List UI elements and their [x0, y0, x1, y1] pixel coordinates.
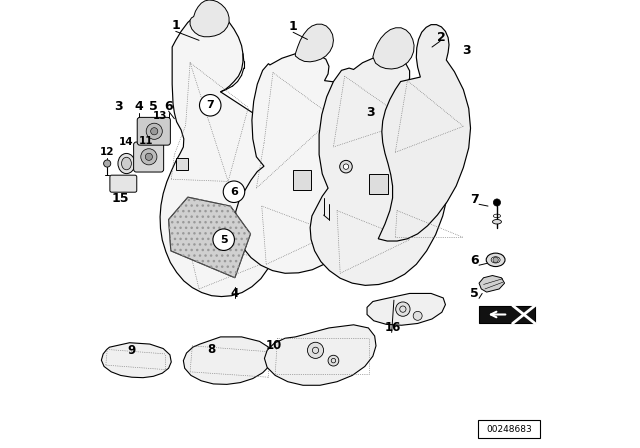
Circle shape	[145, 153, 152, 160]
Text: 16: 16	[384, 321, 401, 335]
Text: 9: 9	[127, 344, 136, 357]
Ellipse shape	[491, 257, 500, 263]
Text: 15: 15	[112, 191, 129, 205]
Circle shape	[104, 160, 111, 167]
Text: 1: 1	[172, 19, 180, 33]
Circle shape	[396, 302, 410, 316]
Polygon shape	[367, 293, 445, 325]
Polygon shape	[479, 306, 535, 323]
Circle shape	[307, 342, 324, 358]
Polygon shape	[378, 25, 470, 241]
Circle shape	[413, 311, 422, 320]
Circle shape	[493, 257, 499, 263]
Text: 3: 3	[461, 43, 470, 57]
Text: 3: 3	[366, 106, 374, 120]
Circle shape	[343, 164, 349, 169]
FancyBboxPatch shape	[134, 142, 164, 172]
Polygon shape	[264, 325, 376, 385]
Polygon shape	[101, 343, 172, 378]
Text: 00248683: 00248683	[486, 425, 532, 434]
Polygon shape	[168, 197, 250, 278]
Polygon shape	[310, 56, 450, 285]
Text: 4: 4	[231, 287, 239, 300]
Text: 13: 13	[152, 112, 167, 121]
Ellipse shape	[486, 253, 505, 267]
Polygon shape	[296, 24, 333, 62]
Text: 8: 8	[207, 343, 216, 356]
Polygon shape	[236, 53, 373, 273]
FancyBboxPatch shape	[110, 175, 137, 192]
Polygon shape	[479, 276, 504, 292]
Polygon shape	[190, 0, 229, 37]
Polygon shape	[293, 170, 311, 190]
Circle shape	[200, 95, 221, 116]
Circle shape	[141, 149, 157, 165]
Text: 12: 12	[100, 147, 115, 157]
Circle shape	[223, 181, 244, 202]
Text: 5: 5	[470, 287, 479, 301]
Text: 2: 2	[436, 31, 445, 44]
Text: 10: 10	[266, 339, 282, 353]
Circle shape	[150, 128, 158, 135]
Text: 11: 11	[139, 136, 154, 146]
Circle shape	[493, 199, 500, 206]
Polygon shape	[373, 28, 414, 69]
Ellipse shape	[122, 157, 131, 170]
Text: 7: 7	[206, 100, 214, 110]
Polygon shape	[369, 174, 388, 194]
Text: 6: 6	[164, 100, 173, 113]
Polygon shape	[176, 158, 188, 170]
Text: 5: 5	[149, 100, 157, 113]
Text: 7: 7	[470, 193, 479, 206]
Polygon shape	[183, 337, 273, 384]
Text: 1: 1	[289, 20, 298, 34]
Text: 6: 6	[230, 187, 238, 197]
Circle shape	[146, 123, 163, 139]
Text: 14: 14	[119, 138, 134, 147]
Polygon shape	[160, 11, 285, 297]
FancyBboxPatch shape	[137, 117, 170, 145]
Ellipse shape	[118, 153, 135, 173]
Circle shape	[340, 160, 352, 173]
FancyBboxPatch shape	[477, 420, 540, 438]
Text: 4: 4	[134, 100, 143, 113]
Ellipse shape	[493, 220, 502, 224]
Circle shape	[328, 355, 339, 366]
Circle shape	[213, 229, 234, 250]
Text: 5: 5	[220, 235, 227, 245]
Text: 3: 3	[114, 100, 123, 113]
Text: 6: 6	[470, 254, 479, 267]
